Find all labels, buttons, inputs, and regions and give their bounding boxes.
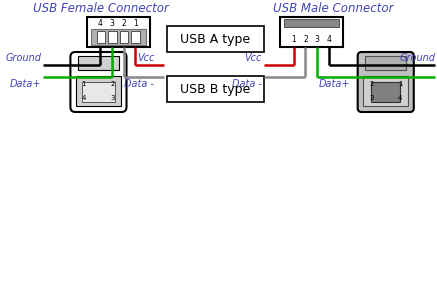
- Text: 1: 1: [82, 81, 86, 87]
- Bar: [76, 76, 121, 106]
- Text: 2: 2: [121, 18, 126, 28]
- Text: 1: 1: [291, 36, 296, 44]
- Bar: [91, 29, 146, 45]
- Bar: [120, 31, 128, 43]
- Bar: [78, 56, 119, 70]
- Bar: [97, 31, 105, 43]
- Bar: [82, 82, 115, 102]
- Bar: [167, 76, 264, 102]
- Bar: [371, 82, 400, 102]
- Text: 4: 4: [98, 18, 103, 28]
- Text: USB B type: USB B type: [180, 82, 250, 96]
- Text: USB Female Connector: USB Female Connector: [33, 3, 169, 15]
- Text: USB A type: USB A type: [180, 32, 250, 46]
- Text: 3: 3: [369, 95, 374, 101]
- Text: 4: 4: [82, 95, 86, 101]
- Bar: [365, 56, 406, 70]
- Text: 3: 3: [110, 18, 114, 28]
- Text: Data -: Data -: [124, 79, 153, 89]
- Text: 2: 2: [303, 36, 308, 44]
- Text: USB Male Connector: USB Male Connector: [273, 3, 394, 15]
- Text: 1: 1: [133, 18, 138, 28]
- FancyBboxPatch shape: [357, 52, 414, 112]
- Text: 2: 2: [111, 81, 115, 87]
- Text: 4: 4: [398, 95, 402, 101]
- Text: 1: 1: [398, 81, 402, 87]
- Bar: [167, 26, 264, 52]
- Bar: [87, 17, 150, 47]
- FancyBboxPatch shape: [70, 52, 126, 112]
- Text: Ground: Ground: [5, 53, 42, 63]
- Text: Data+: Data+: [10, 79, 42, 89]
- Text: 3: 3: [111, 95, 115, 101]
- Bar: [108, 31, 117, 43]
- Bar: [132, 31, 140, 43]
- Text: Data+: Data+: [319, 79, 350, 89]
- Bar: [284, 19, 339, 27]
- Text: 4: 4: [326, 36, 331, 44]
- Text: 3: 3: [315, 36, 319, 44]
- Text: Vcc: Vcc: [245, 53, 262, 63]
- Text: 2: 2: [369, 81, 373, 87]
- Text: Ground: Ground: [399, 53, 435, 63]
- Bar: [280, 17, 343, 47]
- Text: Data -: Data -: [232, 79, 262, 89]
- Text: Vcc: Vcc: [137, 53, 155, 63]
- Bar: [364, 76, 408, 106]
